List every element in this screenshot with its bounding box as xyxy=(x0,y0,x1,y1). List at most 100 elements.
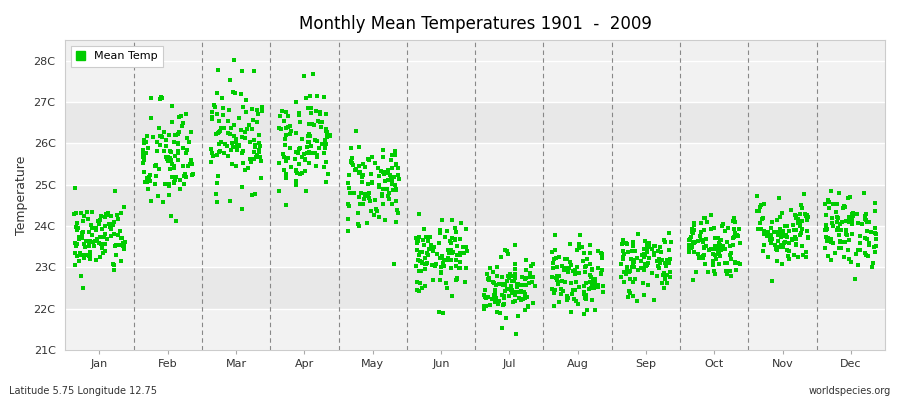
Point xyxy=(449,263,464,269)
Point xyxy=(113,234,128,241)
Point xyxy=(448,257,463,263)
Point xyxy=(575,244,590,250)
Point xyxy=(317,150,331,156)
Point xyxy=(171,131,185,137)
Point xyxy=(834,227,849,233)
Point xyxy=(78,244,93,250)
Point xyxy=(391,210,405,216)
Point xyxy=(839,218,853,224)
Point xyxy=(697,227,711,233)
Point xyxy=(212,129,226,135)
Point xyxy=(83,238,97,245)
Point xyxy=(830,214,844,220)
Point xyxy=(383,174,398,181)
Point xyxy=(174,112,188,119)
Point xyxy=(795,205,809,212)
Point xyxy=(291,150,305,157)
Point xyxy=(153,133,167,140)
Point xyxy=(623,290,637,297)
Point xyxy=(427,244,441,250)
Point xyxy=(644,269,659,276)
Point xyxy=(868,229,882,236)
Point xyxy=(558,256,572,262)
Point xyxy=(781,253,796,259)
Point xyxy=(106,219,121,225)
Point xyxy=(824,239,839,245)
Point xyxy=(205,116,220,122)
Point xyxy=(289,130,303,136)
Point xyxy=(80,209,94,216)
Point xyxy=(637,251,652,257)
Point xyxy=(378,178,392,184)
Point xyxy=(94,226,109,232)
Point xyxy=(563,262,578,268)
Point xyxy=(210,90,224,96)
Point xyxy=(844,230,859,237)
Point xyxy=(322,132,337,138)
Point xyxy=(513,288,527,294)
Point xyxy=(654,257,669,263)
Point xyxy=(272,124,286,131)
Point xyxy=(507,278,521,284)
Point xyxy=(321,132,336,138)
Point xyxy=(99,210,113,217)
Point xyxy=(555,278,570,284)
Point xyxy=(301,104,315,111)
Point xyxy=(564,280,579,286)
Point xyxy=(568,287,582,293)
Point xyxy=(364,171,379,178)
Point xyxy=(294,170,309,176)
Point xyxy=(584,273,598,280)
Point xyxy=(418,226,432,232)
Point xyxy=(240,165,255,171)
Point xyxy=(142,174,157,180)
Point xyxy=(374,168,388,175)
Bar xyxy=(66,226,885,267)
Point xyxy=(789,212,804,219)
Point xyxy=(356,172,371,178)
Point xyxy=(181,163,195,170)
Point xyxy=(554,262,569,269)
Point xyxy=(292,145,306,152)
Point xyxy=(210,151,224,158)
Point xyxy=(513,297,527,303)
Point xyxy=(868,235,883,242)
Point xyxy=(476,306,491,312)
Point xyxy=(698,261,712,268)
Point xyxy=(357,196,372,203)
Point xyxy=(706,267,721,274)
Point xyxy=(522,280,536,286)
Point xyxy=(685,226,699,232)
Point xyxy=(137,152,151,158)
Point xyxy=(793,202,807,208)
Point xyxy=(135,160,149,166)
Point xyxy=(843,259,858,266)
Point xyxy=(616,236,630,243)
Point xyxy=(818,200,832,207)
Point xyxy=(728,266,742,273)
Point xyxy=(449,228,464,235)
Point xyxy=(281,113,295,120)
Point xyxy=(449,275,464,282)
Point xyxy=(582,242,597,248)
Point xyxy=(651,247,665,254)
Point xyxy=(158,129,172,135)
Point xyxy=(791,254,806,260)
Point xyxy=(352,194,366,200)
Point xyxy=(719,268,733,274)
Point xyxy=(507,299,521,306)
Point xyxy=(477,294,491,300)
Point xyxy=(716,243,730,250)
Point xyxy=(227,122,241,129)
Point xyxy=(374,191,389,197)
Point xyxy=(651,258,665,264)
Point xyxy=(761,229,776,235)
Point xyxy=(375,169,390,176)
Point xyxy=(578,264,592,270)
Point xyxy=(445,293,459,300)
Point xyxy=(72,234,86,240)
Point xyxy=(768,241,782,248)
Point xyxy=(320,131,334,137)
Point xyxy=(310,118,325,124)
Point xyxy=(585,297,599,304)
